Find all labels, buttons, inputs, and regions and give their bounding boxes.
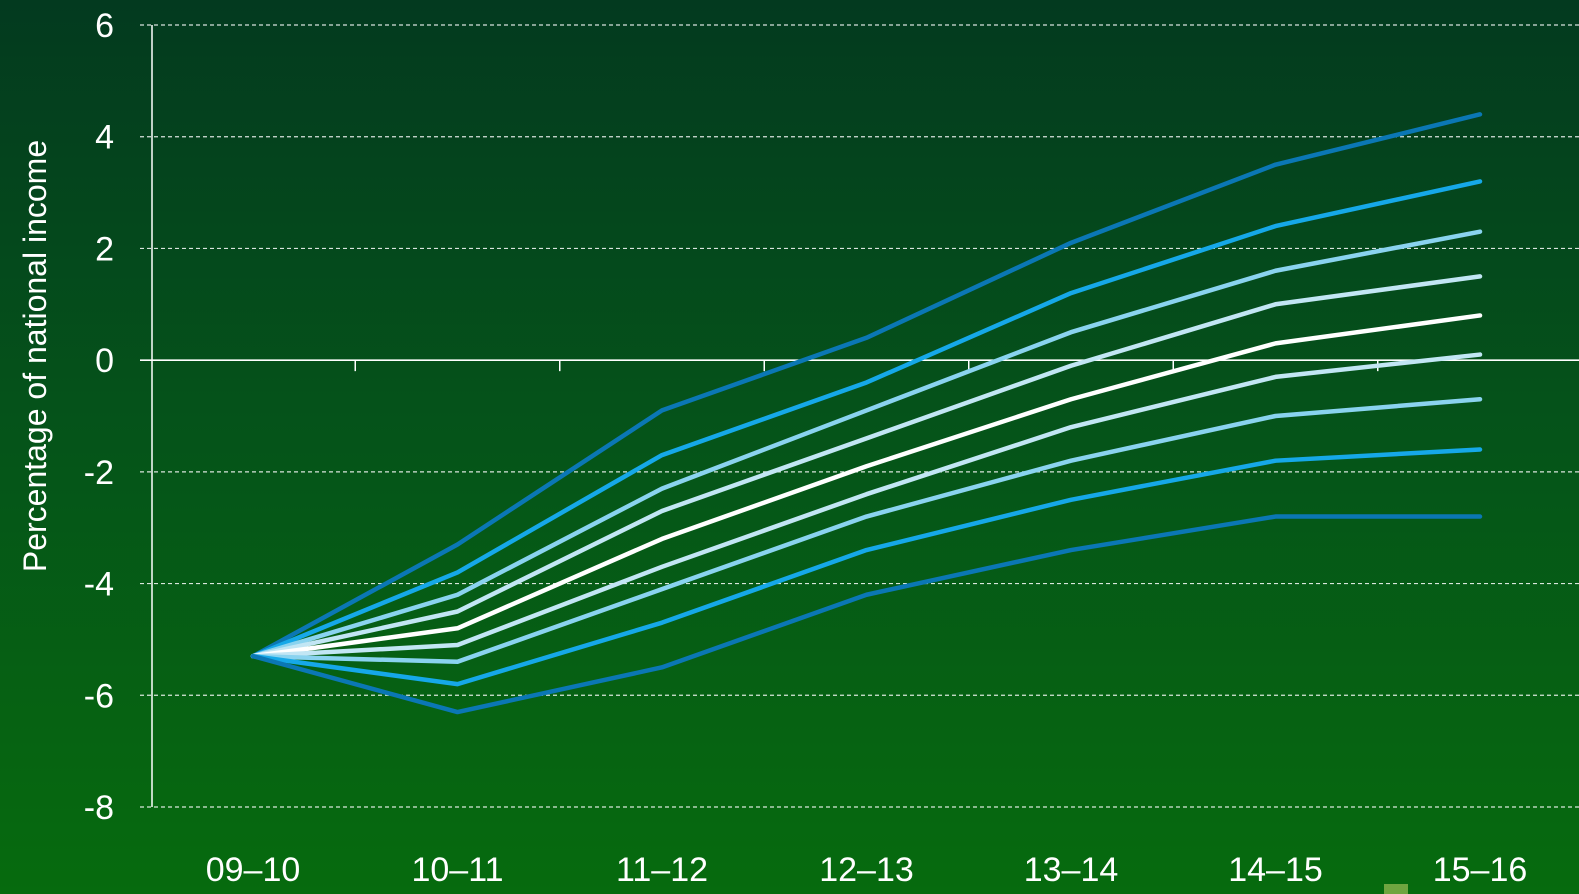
series-line-7	[250, 396, 1483, 665]
y-tick-labels: 6 4 2 0 -2 -4 -6 -8	[84, 7, 114, 827]
x-tick-label: 11–12	[616, 851, 708, 889]
series-lines	[250, 112, 1483, 715]
y-tick-label: 0	[95, 342, 114, 380]
y-tick-label: 4	[95, 119, 114, 157]
series-line-2	[250, 179, 1483, 659]
series-line-1	[250, 112, 1483, 659]
x-tick-label: 13–14	[1024, 851, 1119, 889]
x-tick-label: 10–11	[411, 851, 503, 889]
x-tick-label: 14–15	[1228, 851, 1323, 889]
axes	[151, 25, 1379, 807]
x-tick-labels: 09–10 10–11 11–12 12–13 13–14 14–15 15–16	[206, 851, 1528, 889]
x-tick-label: 15–16	[1433, 851, 1528, 889]
series-line-4	[250, 274, 1483, 659]
series-line-5	[250, 313, 1483, 659]
y-tick-label: -6	[84, 677, 114, 715]
corner-marker	[1384, 884, 1408, 894]
y-tick-label: -4	[84, 566, 114, 604]
y-tick-label: -2	[84, 454, 114, 492]
y-tick-label: -8	[84, 789, 114, 827]
x-tick-label: 12–13	[819, 851, 914, 889]
y-tick-label: 6	[95, 7, 114, 45]
series-line-8	[250, 447, 1483, 687]
y-tick-label: 2	[95, 230, 114, 268]
series-line-3	[250, 229, 1483, 659]
x-tick-label: 09–10	[206, 851, 301, 889]
series-line-6	[250, 352, 1483, 659]
y-axis-title: Percentage of national income	[17, 140, 53, 572]
series-line-9	[250, 514, 1483, 715]
gridlines	[140, 24, 1579, 808]
